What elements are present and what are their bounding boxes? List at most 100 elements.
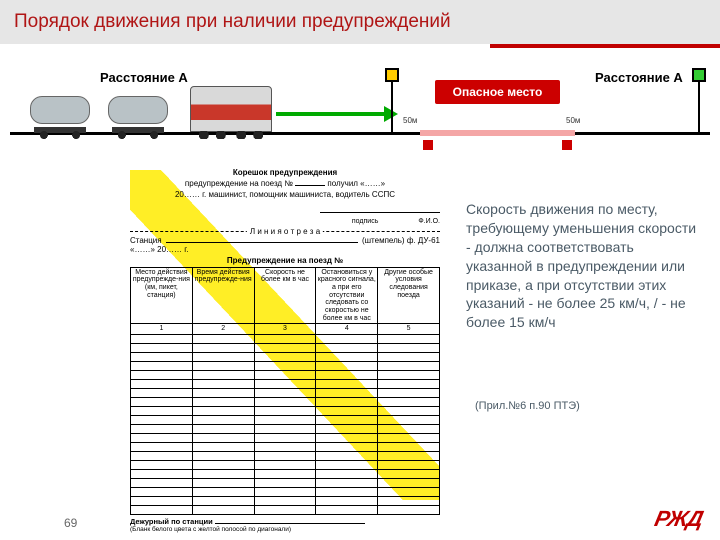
table-cell	[378, 434, 440, 443]
table-cell	[378, 425, 440, 434]
table-cell	[378, 362, 440, 371]
table-cell	[316, 380, 378, 389]
table-cell	[316, 461, 378, 470]
table-cell	[378, 506, 440, 515]
table-cell	[378, 479, 440, 488]
table-cell	[254, 344, 316, 353]
form-year2: 20…… г.	[157, 245, 188, 254]
table-cell	[254, 416, 316, 425]
form-date2: «……»	[130, 245, 155, 254]
table-cell	[131, 497, 193, 506]
table-cell	[192, 461, 254, 470]
table-cell	[378, 443, 440, 452]
table-cell	[131, 434, 193, 443]
table-cell	[131, 470, 193, 479]
table-cell	[316, 416, 378, 425]
table-cell	[192, 416, 254, 425]
table-cell	[378, 353, 440, 362]
table-cell	[316, 353, 378, 362]
tank-car-1	[30, 96, 90, 124]
form-table: Место действия предупрежде-ния (км, пике…	[130, 267, 440, 516]
table-cell	[316, 434, 378, 443]
table-cell	[254, 371, 316, 380]
form-heading: Корешок предупреждения	[233, 168, 337, 177]
table-cell	[254, 362, 316, 371]
table-cell	[254, 488, 316, 497]
title-bar: Порядок движения при наличии предупрежде…	[0, 0, 720, 44]
table-cell	[378, 407, 440, 416]
table-cell	[316, 371, 378, 380]
table-cell	[192, 506, 254, 515]
table-cell	[378, 452, 440, 461]
table-cell	[316, 497, 378, 506]
table-cell	[192, 434, 254, 443]
table-cell	[254, 461, 316, 470]
table-cell	[131, 389, 193, 398]
table-cell	[254, 443, 316, 452]
marker-50-right: 50м	[566, 116, 580, 125]
table-cell	[131, 362, 193, 371]
table-header-cell: Место действия предупрежде-ния (км, пике…	[131, 267, 193, 324]
table-cell	[254, 407, 316, 416]
table-cell	[316, 479, 378, 488]
table-cell	[316, 344, 378, 353]
table-cell	[378, 416, 440, 425]
table-cell	[378, 389, 440, 398]
form-sign-label: подпись	[352, 217, 378, 226]
table-cell	[131, 335, 193, 344]
table-cell	[316, 362, 378, 371]
table-cell	[316, 425, 378, 434]
table-cell	[316, 506, 378, 515]
reference-text: (Прил.№6 п.90 ПТЭ)	[475, 400, 580, 412]
table-cell	[316, 452, 378, 461]
accent-strip	[490, 44, 720, 48]
table-cell	[378, 398, 440, 407]
form-header: Корешок предупреждения предупреждение на…	[130, 168, 440, 227]
table-cell	[254, 389, 316, 398]
table-cell	[192, 452, 254, 461]
table-cell	[192, 353, 254, 362]
table-cell	[378, 461, 440, 470]
signal-green	[692, 68, 706, 135]
page-title: Порядок движения при наличии предупрежде…	[14, 11, 451, 33]
form-fio-label: Ф.И.О.	[418, 217, 440, 226]
table-cell	[131, 371, 193, 380]
table-colnum-cell: 4	[316, 324, 378, 335]
locomotive	[190, 86, 272, 132]
table-cell	[192, 497, 254, 506]
table-cell	[192, 479, 254, 488]
table-cell	[192, 389, 254, 398]
warning-form: Корешок предупреждения предупреждение на…	[130, 168, 440, 533]
table-header-cell: Другие особые условия следования поезда	[378, 267, 440, 324]
table-cell	[254, 398, 316, 407]
table-header-cell: Остановиться у красного сигнала, а при е…	[316, 267, 378, 324]
distance-label-right: Расстояние А	[595, 70, 683, 85]
table-cell	[378, 344, 440, 353]
table-cell	[192, 380, 254, 389]
table-cell	[316, 488, 378, 497]
table-cell	[254, 335, 316, 344]
body-paragraph: Скорость движения по месту, требующему у…	[466, 200, 698, 332]
danger-zone-shadow	[420, 130, 575, 136]
table-cell	[192, 335, 254, 344]
table-cell	[131, 452, 193, 461]
cut-line: Л и н и я о т р е з а	[130, 231, 440, 232]
table-cell	[378, 335, 440, 344]
cut-line-label: Л и н и я о т р е з а	[247, 227, 323, 236]
table-colnum-cell: 2	[192, 324, 254, 335]
table-cell	[131, 488, 193, 497]
table-cell	[192, 470, 254, 479]
table-cell	[131, 416, 193, 425]
table-cell	[254, 434, 316, 443]
table-cell	[316, 335, 378, 344]
table-cell	[131, 479, 193, 488]
track-diagram: Расстояние А Расстояние А Опасное место …	[0, 56, 720, 156]
table-cell	[254, 479, 316, 488]
table-cell	[316, 389, 378, 398]
table-cell	[192, 488, 254, 497]
table-cell	[378, 488, 440, 497]
table-cell	[131, 380, 193, 389]
table-cell	[131, 443, 193, 452]
form-line2: 20…… г. машинист, помощник машиниста, во…	[130, 190, 440, 201]
distance-label-left: Расстояние А	[100, 70, 188, 85]
